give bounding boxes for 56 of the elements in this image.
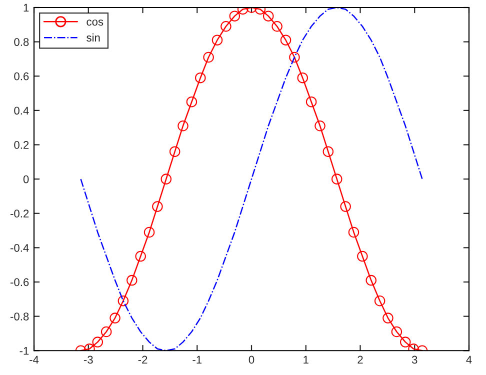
point <box>382 312 394 324</box>
point <box>160 174 172 184</box>
point <box>100 326 112 338</box>
point <box>322 146 334 157</box>
x-tick-label: 2 <box>358 356 363 364</box>
y-tick-label: 0.4 <box>14 106 29 115</box>
point <box>126 274 138 286</box>
point <box>203 52 214 63</box>
legend-label: sin <box>86 33 100 42</box>
x-tick-label: 4 <box>466 356 472 364</box>
point <box>340 201 351 212</box>
point <box>289 52 300 63</box>
y-tick-label: 1 <box>24 4 29 12</box>
point <box>92 336 104 348</box>
y-tick-label: 0.8 <box>14 38 29 46</box>
point <box>118 295 129 306</box>
x-tick-label: -1 <box>192 356 202 364</box>
point <box>135 250 146 262</box>
y-tick-label: -0.6 <box>10 278 29 286</box>
point <box>262 10 274 22</box>
point <box>212 34 223 46</box>
point <box>348 226 360 238</box>
x-tick-label: -4 <box>30 356 39 364</box>
x-tick-label: -2 <box>138 356 148 364</box>
point <box>280 34 292 46</box>
y-tick-label: -1 <box>20 347 29 355</box>
point <box>152 201 163 212</box>
y-tick-label: -0.4 <box>10 244 29 252</box>
point <box>400 336 411 348</box>
point <box>186 96 198 108</box>
x-tick-label: 0 <box>248 356 254 364</box>
point <box>391 326 402 338</box>
y-tick-label: 0 <box>23 175 29 184</box>
point <box>144 226 155 238</box>
x-tick-label: -3 <box>84 356 93 364</box>
point <box>169 146 180 157</box>
y-tick-label: -0.8 <box>10 312 29 320</box>
point <box>195 72 206 84</box>
point <box>272 20 282 32</box>
point <box>229 10 240 22</box>
x-tick-label: 3 <box>412 356 418 364</box>
y-tick-label: -0.2 <box>10 210 29 218</box>
legend-label: cos <box>86 20 104 26</box>
point <box>314 120 326 132</box>
point <box>306 96 317 108</box>
point <box>357 250 368 262</box>
y-tick-label: 0.2 <box>14 141 29 149</box>
y-tick-label: 0.6 <box>14 72 29 80</box>
point <box>110 312 120 324</box>
x-tick-label: 1 <box>304 356 308 364</box>
point <box>297 72 308 84</box>
point <box>331 174 342 184</box>
point <box>366 274 377 286</box>
point <box>374 295 386 306</box>
point <box>220 20 232 32</box>
point <box>178 120 188 132</box>
